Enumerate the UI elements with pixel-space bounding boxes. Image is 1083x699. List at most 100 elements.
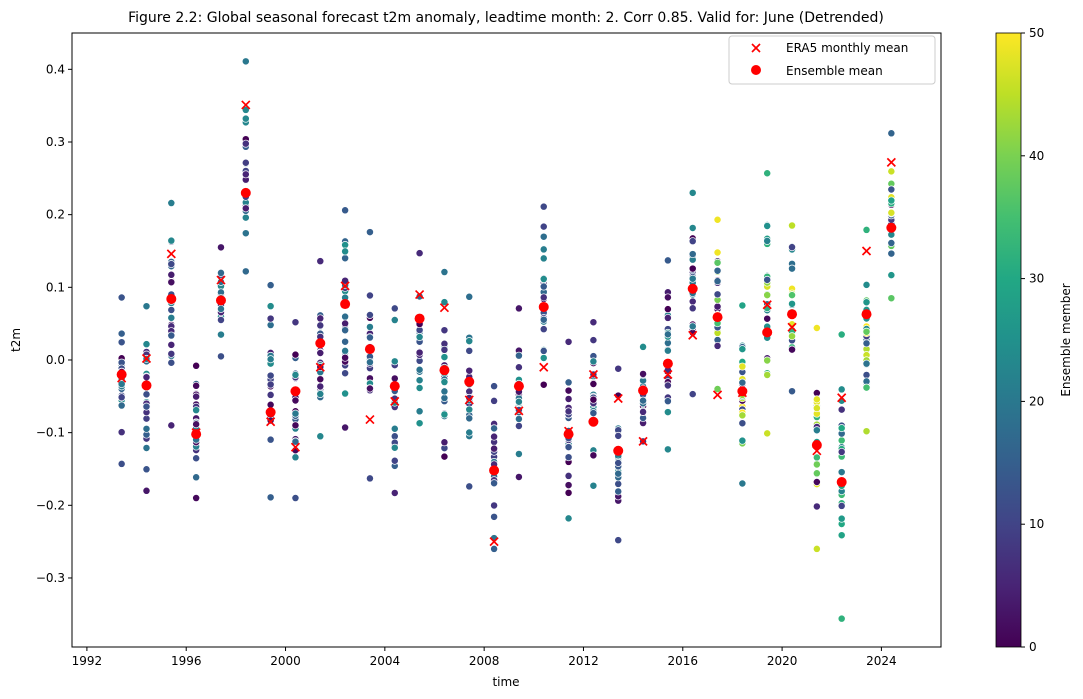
member-point	[539, 245, 548, 254]
member-point	[539, 315, 548, 324]
member-point	[738, 378, 747, 387]
member-point	[788, 221, 796, 230]
member-point	[415, 376, 424, 385]
member-point	[241, 139, 250, 148]
member-point	[688, 224, 697, 232]
member-point	[465, 414, 474, 423]
era5-point	[365, 414, 375, 425]
member-point	[887, 249, 896, 258]
member-point	[266, 380, 275, 389]
ensemble-mean-point	[513, 381, 524, 392]
member-point	[887, 167, 896, 176]
member-point	[217, 243, 225, 252]
member-point	[341, 346, 350, 355]
member-point	[663, 445, 672, 454]
member-point	[465, 405, 474, 414]
member-point	[266, 281, 275, 290]
member-point	[415, 419, 424, 428]
era5-point	[191, 428, 201, 438]
member-point	[365, 474, 374, 483]
colorbar-tick-label: 20	[1029, 394, 1044, 408]
member-point	[117, 459, 126, 468]
y-tick-label: 0.3	[46, 135, 65, 149]
member-point	[415, 249, 424, 258]
member-point	[341, 254, 350, 263]
member-point	[241, 170, 250, 179]
member-point	[763, 370, 772, 379]
member-point	[539, 222, 548, 231]
member-point	[564, 378, 573, 387]
x-axis-ticks: 1992 1996 2000 2004 2008 2012 2016 2020 2024	[72, 647, 897, 668]
x-axis-label: time	[492, 675, 519, 689]
member-point	[837, 436, 846, 445]
ensemble-mean-point	[464, 376, 475, 387]
x-tick-label: 1992	[72, 654, 103, 668]
member-point	[788, 264, 796, 273]
member-point	[266, 314, 275, 323]
legend-label-era5: ERA5 monthly mean	[786, 41, 908, 55]
member-point	[812, 404, 821, 413]
y-tick-label: 0.1	[46, 280, 65, 294]
ensemble-mean-point	[315, 338, 326, 349]
ensemble-mean-point	[787, 309, 798, 320]
member-point	[217, 268, 225, 277]
era5-point	[290, 442, 301, 452]
legend-marker-x	[751, 43, 761, 53]
member-point	[192, 420, 201, 429]
member-point	[316, 257, 325, 266]
data-points	[117, 57, 896, 623]
member-point	[217, 330, 225, 339]
member-point	[564, 443, 573, 452]
member-point	[788, 291, 796, 300]
member-point	[713, 248, 722, 257]
member-point	[142, 373, 151, 382]
member-point	[440, 387, 449, 396]
member-point	[564, 394, 573, 403]
member-point	[167, 236, 176, 245]
member-point	[440, 438, 449, 447]
member-point	[688, 390, 697, 399]
member-point	[390, 424, 399, 433]
member-point	[837, 531, 846, 540]
ensemble-mean-point	[836, 477, 847, 488]
member-point	[415, 348, 424, 357]
ensemble-mean-point	[613, 445, 624, 456]
member-point	[490, 544, 499, 553]
colorbar-tick-label: 30	[1029, 272, 1044, 286]
member-point	[514, 351, 523, 360]
member-point	[415, 383, 424, 392]
legend: ERA5 monthly mean Ensemble mean	[728, 35, 936, 85]
ensemble-means	[116, 187, 897, 488]
era5-point	[837, 393, 847, 403]
member-point	[117, 393, 126, 402]
member-point	[241, 105, 250, 114]
member-point	[589, 336, 598, 345]
member-point	[390, 374, 399, 383]
member-point	[440, 353, 449, 362]
x-tick-label: 2012	[568, 654, 599, 668]
member-point	[465, 366, 474, 375]
member-point	[440, 410, 449, 419]
member-point	[390, 489, 399, 497]
member-point	[862, 298, 871, 307]
ensemble-mean-point	[712, 312, 723, 323]
member-point	[390, 357, 399, 366]
ensemble-mean-point	[762, 327, 773, 338]
member-point	[763, 291, 772, 300]
member-point	[266, 493, 275, 502]
legend-marker-dot	[751, 65, 761, 75]
ensemble-mean-point	[861, 309, 872, 320]
member-point	[266, 400, 275, 409]
colorbar-gradient	[995, 32, 1022, 648]
member-point	[738, 362, 747, 371]
member-point	[440, 452, 449, 461]
colorbar-label: Ensemble member	[1059, 283, 1073, 396]
member-point	[812, 426, 821, 435]
member-point	[614, 469, 623, 478]
ensemble-mean-point	[662, 358, 673, 369]
member-point	[887, 239, 896, 247]
member-point	[117, 401, 126, 410]
y-tick-label: −0.1	[36, 426, 65, 440]
member-point	[639, 396, 648, 405]
member-point	[713, 266, 722, 275]
